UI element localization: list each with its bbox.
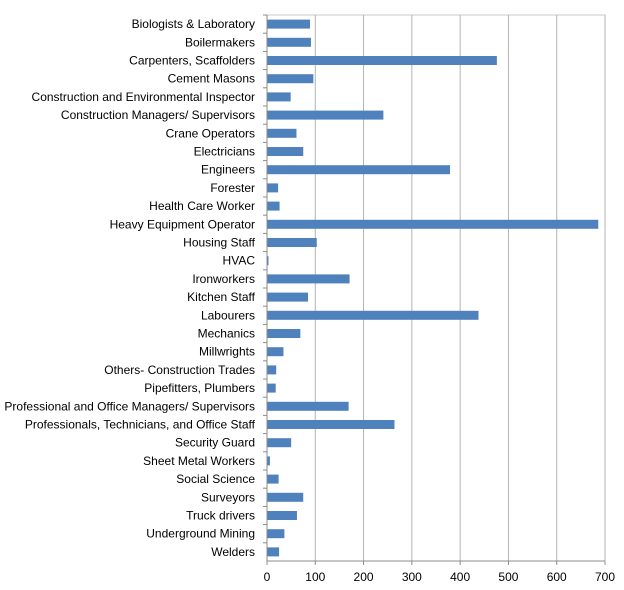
category-label: Kitchen Staff	[187, 290, 255, 304]
category-label: Pipefitters, Plumbers	[144, 381, 255, 395]
bar	[267, 56, 497, 65]
x-tick-label: 100	[305, 570, 325, 584]
category-label: Forester	[210, 181, 255, 195]
category-label: Welders	[211, 545, 255, 559]
bar	[267, 292, 309, 302]
bar	[267, 438, 292, 448]
bar	[267, 165, 451, 175]
category-label: Ironworkers	[192, 272, 255, 286]
bar	[267, 492, 304, 502]
bar	[267, 547, 280, 557]
category-label: Electricians	[194, 145, 255, 159]
bar	[267, 37, 311, 47]
category-label: HVAC	[223, 254, 256, 268]
bar	[267, 147, 304, 156]
bar	[267, 219, 599, 229]
bar	[267, 365, 277, 375]
x-tick-label: 500	[498, 570, 518, 584]
category-label: Surveyors	[201, 490, 255, 504]
category-label: Millwrights	[199, 345, 255, 359]
bar	[267, 383, 276, 393]
category-label: Health Care Worker	[149, 199, 255, 213]
category-label: Mechanics	[198, 327, 255, 341]
category-label: Underground Mining	[146, 527, 255, 541]
bar	[267, 238, 317, 247]
category-label: Biologists & Laboratory	[132, 17, 255, 31]
category-label: Carpenters, Scaffolders	[129, 54, 255, 68]
bar	[267, 92, 291, 102]
bar	[267, 329, 301, 338]
bar	[267, 74, 314, 84]
category-label: Heavy Equipment Operator	[110, 217, 255, 231]
gridlines	[314, 15, 606, 561]
category-label: Cement Masons	[168, 72, 255, 86]
bar	[267, 401, 349, 411]
category-label: Crane Operators	[166, 126, 255, 140]
bar	[267, 474, 279, 484]
x-tick-label: 400	[450, 570, 470, 584]
category-label: Others- Construction Trades	[104, 363, 255, 377]
bars	[267, 19, 599, 557]
category-label: Professionals, Technicians, and Office S…	[25, 418, 256, 432]
bar	[267, 19, 310, 29]
bar	[267, 529, 285, 539]
category-label: Professional and Office Managers/ Superv…	[4, 399, 255, 413]
x-tick-label: 0	[264, 570, 271, 584]
category-label: Construction Managers/ Supervisors	[61, 108, 255, 122]
category-label: Security Guard	[175, 436, 255, 450]
x-tick-label: 600	[547, 570, 567, 584]
category-label: Sheet Metal Workers	[143, 454, 255, 468]
category-label: Boilermakers	[185, 35, 255, 49]
bar	[267, 420, 395, 429]
category-labels: Biologists & Laboratory Boilermakers Carpe…	[4, 17, 255, 559]
category-label: Social Science	[176, 472, 255, 486]
x-axis: 0 100 200 300 400 500 600 700	[263, 14, 615, 584]
bar	[267, 456, 270, 466]
category-label: Engineers	[201, 163, 255, 177]
bar	[267, 256, 269, 266]
bar	[267, 183, 279, 193]
x-tick-label: 200	[354, 570, 374, 584]
x-tick-label: 300	[402, 570, 422, 584]
bar	[267, 201, 280, 211]
category-label: Housing Staff	[183, 236, 255, 250]
category-label: Truck drivers	[186, 509, 255, 523]
bar	[267, 511, 297, 520]
bar	[267, 110, 384, 120]
bar	[267, 128, 297, 138]
bar	[267, 347, 284, 357]
category-label: Construction and Environmental Inspector	[32, 90, 255, 104]
plot-area	[266, 14, 606, 562]
bar	[267, 310, 479, 320]
x-tick-label: 700	[595, 570, 615, 584]
bar	[267, 274, 350, 284]
category-label: Labourers	[201, 308, 255, 322]
